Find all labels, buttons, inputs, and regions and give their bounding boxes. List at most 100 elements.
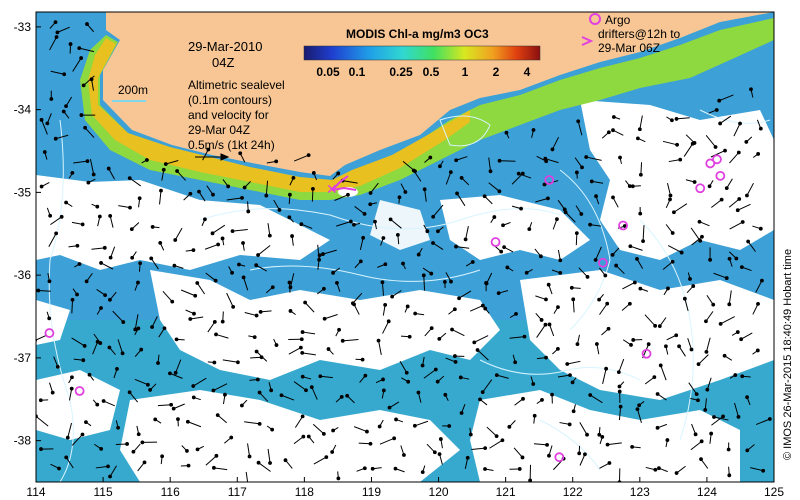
velocity-arrow-head <box>256 253 260 257</box>
velocity-arrow-head <box>635 136 640 141</box>
velocity-arrow <box>370 182 379 194</box>
velocity-arrow <box>187 421 202 428</box>
velocity-arrow-head <box>64 200 68 205</box>
legend-line-3: and velocity for <box>188 108 269 122</box>
velocity-arrow-head <box>381 388 386 393</box>
velocity-arrow-head <box>545 442 549 447</box>
velocity-arrow-head <box>724 186 729 191</box>
velocity-arrow <box>352 292 363 304</box>
velocity-arrow-head <box>64 104 68 108</box>
velocity-arrow <box>255 264 267 272</box>
velocity-arrow-head <box>745 395 749 400</box>
velocity-arrow-head <box>558 270 563 275</box>
velocity-arrow <box>38 290 51 292</box>
velocity-arrow-head <box>48 213 53 218</box>
velocity-arrow-head <box>75 243 80 248</box>
velocity-arrow-head <box>61 109 66 114</box>
velocity-arrow-head <box>220 319 225 324</box>
velocity-arrow-head <box>99 261 103 265</box>
velocity-arrow <box>690 440 702 451</box>
velocity-arrow <box>595 246 602 261</box>
velocity-arrow <box>747 241 756 252</box>
velocity-arrow-head <box>630 184 635 189</box>
velocity-arrow-head <box>150 225 155 229</box>
velocity-arrow-head <box>641 239 645 244</box>
velocity-arrow-head <box>738 121 742 126</box>
velocity-arrow-head <box>137 196 142 201</box>
velocity-arrow-head <box>362 466 367 471</box>
velocity-arrow-head <box>383 302 388 307</box>
velocity-arrow <box>477 349 489 361</box>
velocity-arrow-head <box>304 388 308 393</box>
velocity-arrow-head <box>707 184 712 189</box>
velocity-arrow-head <box>311 171 316 175</box>
velocity-arrow-head <box>89 77 94 82</box>
velocity-arrow-head <box>54 231 59 236</box>
legend-text-block: Altimetric sealevel (0.1m contours) and … <box>188 78 285 152</box>
velocity-arrow-head <box>670 118 674 123</box>
argo-float-marker <box>705 158 716 169</box>
velocity-arrow-head <box>760 278 764 283</box>
argo-float-marker <box>554 452 565 463</box>
velocity-arrow <box>713 272 727 279</box>
velocity-arrow-head <box>737 197 742 201</box>
velocity-arrow-head <box>600 435 605 439</box>
velocity-arrow-head <box>277 208 282 212</box>
velocity-arrow-head <box>736 150 741 155</box>
velocity-arrow-head <box>538 254 543 259</box>
velocity-arrow <box>358 442 371 445</box>
velocity-arrow-head <box>50 390 55 395</box>
velocity-arrow <box>304 302 315 313</box>
velocity-arrow-head <box>627 301 632 306</box>
velocity-arrow-head <box>102 245 107 250</box>
velocity-arrow-head <box>421 273 426 278</box>
velocity-arrow <box>336 220 352 227</box>
velocity-arrow <box>676 117 690 120</box>
velocity-arrow-head <box>655 392 660 396</box>
velocity-arrow-head <box>455 191 459 196</box>
velocity-arrow <box>518 173 532 179</box>
velocity-arrow <box>678 346 686 357</box>
velocity-arrow <box>134 378 149 386</box>
velocity-arrow-head <box>175 169 180 173</box>
velocity-arrow-head <box>672 210 676 215</box>
velocity-arrow-head <box>556 305 560 310</box>
velocity-arrow-head <box>718 321 723 326</box>
drifter-legend-marker <box>581 36 594 46</box>
velocity-arrow-head <box>616 370 621 375</box>
colorbar-ticks: 0.05 0.1 0.25 0.5 1 2 4 <box>316 65 530 79</box>
velocity-arrow <box>67 422 73 438</box>
velocity-arrow-head <box>453 354 457 358</box>
velocity-arrow <box>552 136 559 150</box>
velocity-arrow-head <box>483 446 488 451</box>
velocity-arrow-head <box>413 311 418 316</box>
velocity-arrow-head <box>136 326 141 331</box>
velocity-arrow-head <box>611 195 615 200</box>
velocity-arrow-head <box>161 167 166 172</box>
velocity-arrow-head <box>531 128 536 132</box>
velocity-arrow <box>288 347 302 355</box>
velocity-arrow <box>474 335 489 343</box>
velocity-arrow <box>293 436 304 445</box>
velocity-arrow-head <box>576 119 581 124</box>
velocity-arrow <box>705 311 714 322</box>
velocity-arrow-head <box>704 319 708 324</box>
velocity-arrow <box>591 180 604 184</box>
velocity-arrow <box>334 194 349 201</box>
argo-legend-line2: drifters@12h to <box>598 27 681 41</box>
velocity-arrow-head <box>53 20 58 25</box>
velocity-arrow-head <box>55 364 60 369</box>
velocity-arrow-head <box>611 128 615 133</box>
velocity-arrow-head <box>127 390 132 395</box>
velocity-arrow-head <box>679 250 684 255</box>
y-tick-label: -34 <box>14 103 32 117</box>
velocity-arrow-head <box>524 270 529 275</box>
velocity-arrow-head <box>542 182 547 187</box>
velocity-arrow-head <box>153 417 158 422</box>
velocity-arrow-head <box>691 284 696 288</box>
velocity-arrow <box>312 423 325 435</box>
velocity-arrow-head <box>431 214 436 219</box>
velocity-arrow-head <box>727 256 732 261</box>
velocity-arrow <box>109 215 114 228</box>
velocity-arrow-head <box>376 338 381 343</box>
